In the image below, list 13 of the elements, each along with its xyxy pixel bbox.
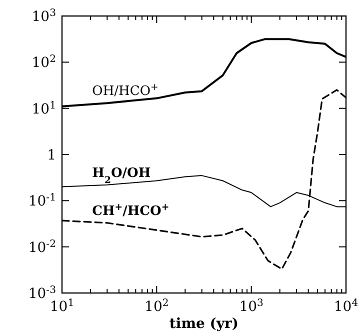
y-tick-label: 10$^{-1}$ xyxy=(28,192,56,210)
x-tick-label: 10$^{3}$ xyxy=(239,298,264,315)
y-tick-label: 10$^{2}$ xyxy=(32,54,56,72)
series-label: CH$^{+}$/HCO$^{+}$ xyxy=(92,201,170,219)
series-label: H$_{2}$O/OH xyxy=(92,166,151,186)
y-tick-label: 1 xyxy=(47,148,56,164)
y-tick-label: 10$^{1}$ xyxy=(32,100,56,118)
x-tick-label: 10$^{2}$ xyxy=(144,298,169,315)
y-tick-label: 10$^{-2}$ xyxy=(28,238,56,256)
y-tick-label: 10$^{3}$ xyxy=(32,8,56,25)
x-axis-title: time (yr) xyxy=(169,316,239,332)
x-tick-label: 10$^{4}$ xyxy=(334,298,358,315)
series-label: OH/HCO$^{+}$ xyxy=(92,82,158,100)
